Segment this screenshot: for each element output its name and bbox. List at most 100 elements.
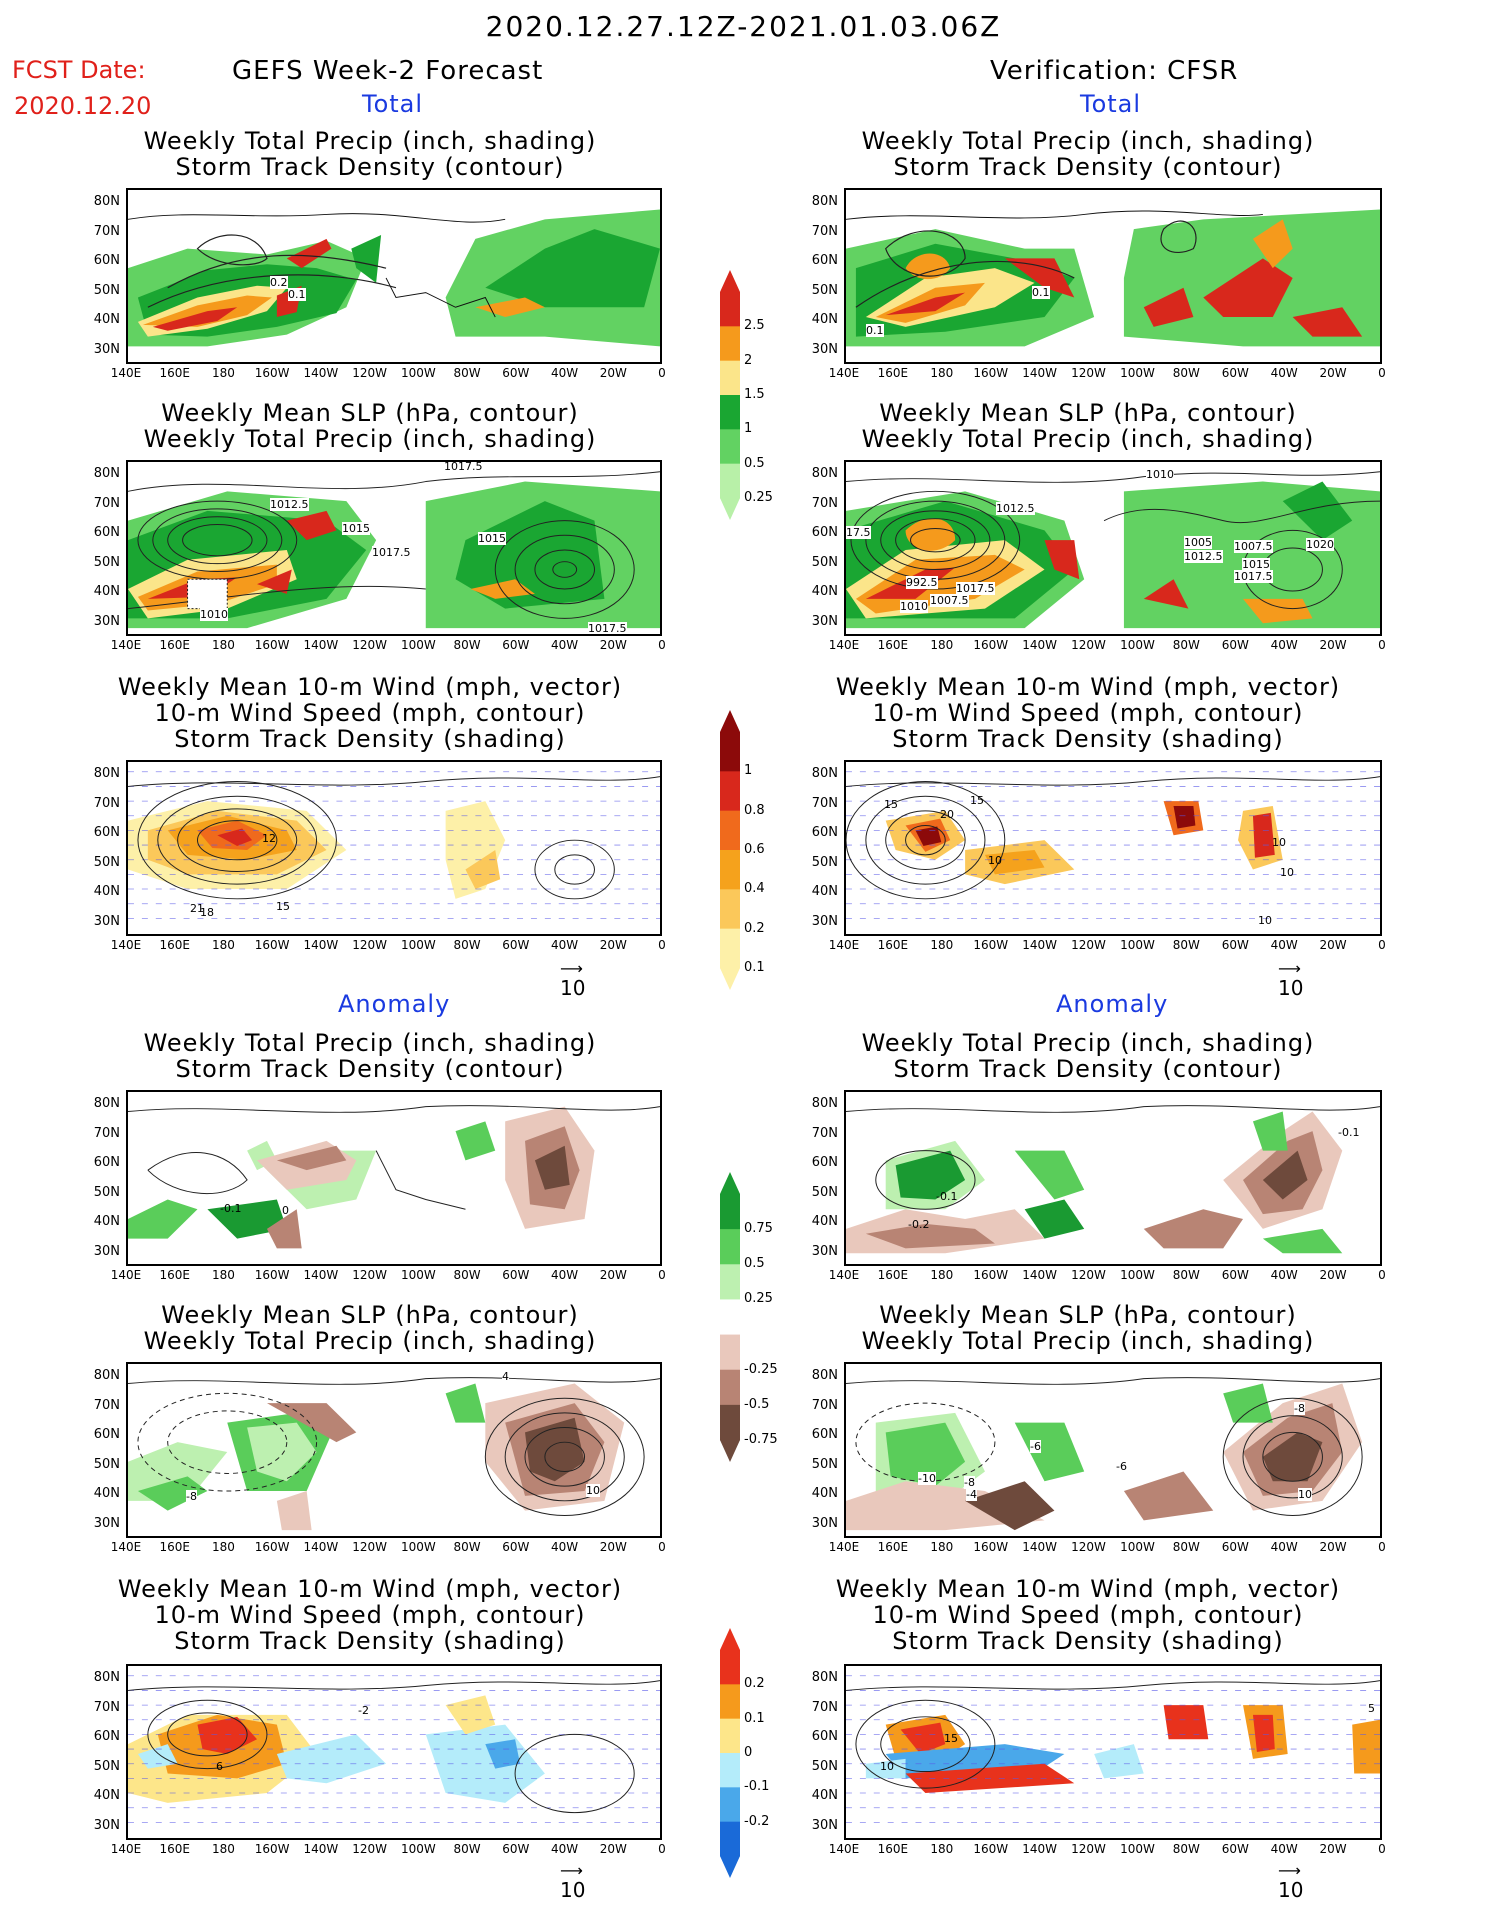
lon-tick-label: 120W	[1071, 1268, 1106, 1282]
colorbar-anomaly-storm: 0.2 0.1 0 -0.1 -0.2	[720, 1628, 780, 1878]
title-right-2: Weekly Mean SLP (hPa, contour) Weekly Tot…	[861, 399, 1315, 453]
contour-label: 1010	[1146, 468, 1174, 481]
right-column-title: Verification: CFSR	[990, 56, 1239, 86]
contour-label: -0.1	[220, 1202, 242, 1215]
lon-tick-label: 180	[212, 366, 235, 380]
contour-label: 0	[282, 1204, 289, 1217]
lon-tick-label: 120W	[1071, 938, 1106, 952]
lon-tick-label: 80W	[453, 638, 481, 652]
vector-reference-left-anomaly: ⟶ 10	[560, 1861, 586, 1903]
contour-label: 10	[1280, 866, 1294, 879]
contour-label: 1015	[342, 522, 370, 535]
lon-tick-label: 80W	[1172, 1842, 1200, 1856]
contour-label: -8	[1294, 1402, 1305, 1415]
contour-label: 17.5	[846, 526, 871, 539]
lon-tick-label: 0	[658, 638, 666, 652]
lon-tick-label: 120W	[352, 1268, 388, 1282]
lat-tick-label: 70N	[93, 223, 120, 239]
lat-tick-label: 80N	[93, 1670, 120, 1685]
lon-tick-label: 180	[930, 638, 954, 652]
colorbar-tick-label: 0.2	[744, 1676, 765, 1692]
lon-tick-label: 20W	[1319, 1540, 1347, 1554]
lon-tick-label: 60W	[1221, 1540, 1249, 1554]
lon-tick-label: 60W	[502, 1842, 530, 1856]
lat-tick-label: 30N	[93, 1243, 120, 1259]
lon-tick-label: 20W	[599, 1268, 627, 1282]
contour-label: 6	[216, 1760, 223, 1773]
lon-tick-label: 140E	[110, 366, 142, 380]
lat-tick-label: 60N	[811, 1155, 838, 1170]
contour-label: -10	[918, 1472, 936, 1485]
lon-tick-label: 100W	[1120, 1268, 1155, 1282]
lon-tick-label: 140E	[828, 1842, 860, 1856]
colorbar-top-tip	[720, 1172, 740, 1194]
colorbar-segment	[720, 771, 740, 812]
lat-tick-label: 30N	[93, 913, 120, 929]
colorbar-segment	[720, 732, 740, 772]
lat-tick-label: 50N	[811, 282, 838, 298]
lon-tick-label: 140W	[303, 1540, 339, 1554]
lon-tick-label: 100W	[1120, 638, 1155, 652]
lon-tick-label: 0	[1378, 1842, 1386, 1856]
lat-tick-label: 30N	[811, 1243, 838, 1259]
lon-tick-label: 120W	[1071, 366, 1106, 380]
lon-tick-label: 100W	[1120, 938, 1155, 952]
lon-tick-label: 20W	[1319, 366, 1347, 380]
lon-tick-label: 60W	[502, 366, 530, 380]
left-anomaly-label: Anomaly	[338, 990, 451, 1018]
colorbar-swatches	[720, 1172, 740, 1462]
lat-tick-label: 40N	[93, 1486, 120, 1501]
colorbar-tick-label: 0.4	[744, 881, 765, 897]
lon-tick-label: 60W	[502, 1540, 530, 1554]
contour-label: 10	[1258, 914, 1272, 927]
lat-tick-label: 30N	[811, 1515, 838, 1531]
contour-label: 1017.5	[444, 460, 483, 473]
left-column-title: GEFS Week-2 Forecast	[232, 56, 544, 86]
left-total-label: Total	[362, 90, 424, 118]
contour-label: 1007.5	[1234, 540, 1273, 553]
contour-label: 0.1	[866, 324, 884, 337]
lon-tick-label: 100W	[1120, 366, 1155, 380]
colorbar-swatches	[720, 270, 740, 520]
lon-tick-label: 180	[212, 638, 235, 652]
lat-tick-label: 40N	[93, 884, 120, 899]
lon-tick-label: 80W	[1172, 1540, 1200, 1554]
lon-tick-label: 20W	[1319, 1268, 1347, 1282]
lat-tick-label: 40N	[811, 584, 838, 599]
lon-tick-label: 0	[658, 1540, 666, 1554]
lon-tick-label: 140E	[110, 938, 142, 952]
contour-label: 5	[1368, 1702, 1375, 1715]
colorbar-segment	[720, 429, 740, 465]
colorbar-tick-label: 0.75	[744, 1221, 773, 1237]
map-total-slp-precip-verification: 1010 1012.5 17.5 1005 1007.5 1020 1012.5…	[844, 460, 1382, 636]
lon-tick-label: 120W	[352, 1540, 388, 1554]
lon-tick-label: 100W	[400, 638, 436, 652]
lat-tick-label: 70N	[811, 223, 838, 239]
lat-tick-label: 80N	[811, 766, 838, 781]
contour-label: 15	[884, 798, 898, 811]
colorbar-tick-label: 0.2	[744, 920, 765, 936]
lon-tick-label: 180	[930, 366, 954, 380]
colorbar-segment	[720, 1299, 740, 1336]
lon-tick-label: 160E	[159, 1268, 190, 1282]
lon-tick-label: 140E	[828, 1540, 860, 1554]
lon-tick-label: 0	[1378, 938, 1386, 952]
lon-tick-label: 140E	[110, 1842, 142, 1856]
lon-tick-label: 180	[212, 1268, 235, 1282]
right-total-label: Total	[1080, 90, 1142, 118]
lon-tick-label: 100W	[400, 366, 436, 380]
lon-tick-label: 80W	[453, 1540, 481, 1554]
contour-label: 1015	[1242, 558, 1270, 571]
lat-tick-label: 30N	[811, 613, 838, 629]
lon-tick-label: 160E	[159, 938, 190, 952]
lat-tick-label: 60N	[93, 825, 120, 840]
lon-tick-label: 180	[930, 1540, 954, 1554]
map-anomaly-precip-storm-forecast: -0.1 0	[126, 1090, 662, 1266]
title-left-5: Weekly Mean SLP (hPa, contour) Weekly Tot…	[143, 1301, 597, 1355]
lat-tick-label: 50N	[811, 554, 838, 570]
lat-tick-label: 70N	[93, 1125, 120, 1141]
colorbar-segment	[720, 463, 740, 499]
contour-label: -4	[966, 1488, 977, 1501]
lon-tick-label: 160E	[877, 1540, 909, 1554]
lon-tick-label: 160E	[159, 638, 190, 652]
